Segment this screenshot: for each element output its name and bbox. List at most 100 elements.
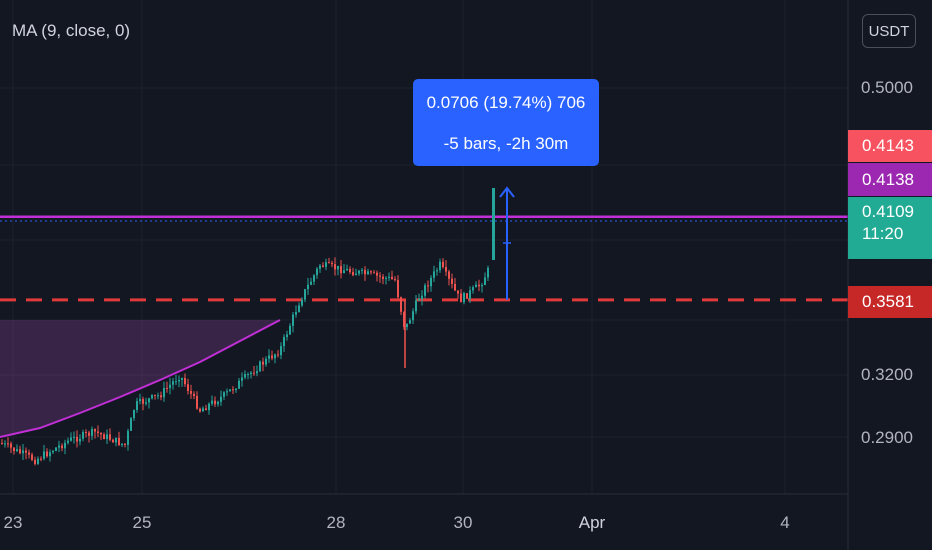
candle [172,381,174,385]
candle [43,451,45,459]
candle [259,361,261,372]
candle [454,283,456,291]
candle [352,272,354,276]
indicator-legend[interactable]: MA (9, close, 0) [12,21,131,40]
purple-shaded-zone [0,320,280,437]
candle [244,374,246,378]
candle [220,396,222,402]
candle [10,443,12,448]
candle [340,265,342,274]
candle [385,277,387,279]
candle [175,381,177,383]
candle [112,439,114,443]
candle [343,270,345,274]
price-tag-value: 0.4109 [862,202,914,221]
candle [229,389,231,392]
candle [184,378,186,385]
x-tick-label: 23 [3,513,23,532]
candle [328,262,330,264]
candle [7,443,9,445]
candle [124,443,126,445]
price-tag-value: 0.4143 [862,136,914,155]
candle [67,440,69,443]
candle [379,275,381,277]
candle [430,277,432,287]
candle [421,295,423,299]
price-tag-ma: 0.4138 [848,163,932,196]
candle [460,293,462,303]
price-tag-high: 0.4143 [848,130,932,162]
candle [49,452,51,457]
candle [472,287,474,291]
candle [487,267,489,278]
candle [412,311,414,321]
candle [232,389,234,391]
price-tag-last: 0.4109 11:20 [848,197,932,259]
candle [139,399,141,402]
candle [280,346,282,356]
candle [325,262,327,267]
candle [97,431,99,433]
candle [133,409,135,419]
candle [109,434,111,440]
chart-grid [0,0,848,494]
candle [79,438,81,442]
candle [349,268,351,273]
candle [364,269,366,275]
candle [346,268,348,271]
candle [226,391,228,393]
y-tick-label: 0.3200 [861,365,913,384]
y-tick-label: 0.5000 [861,78,913,97]
candle [250,372,252,375]
candle [484,277,486,286]
candle [286,334,288,337]
candle [136,401,138,410]
candle [199,408,201,412]
candle [319,265,321,269]
candle [373,272,375,274]
candle [127,430,129,445]
candle [442,261,444,267]
measure-bars-text: -5 bars, -2h 30m [443,134,569,153]
candle [217,401,219,405]
candle [103,434,105,440]
candle [355,273,357,276]
moving-average-line [0,319,281,438]
candle [211,400,213,404]
candle [388,276,390,278]
candle [52,450,54,453]
x-tick-label: 4 [780,513,790,532]
candle [301,299,303,306]
candle [193,393,195,396]
candle [298,305,300,313]
candle [265,358,267,365]
candle [292,314,294,326]
x-tick-label: 25 [132,513,152,532]
candle [130,418,132,431]
x-tick-label: 30 [453,513,473,532]
candle [334,264,336,270]
candle [478,284,480,287]
candle [178,379,180,382]
candle [469,290,471,299]
candle [451,278,453,284]
candle [25,450,27,453]
candle [253,372,255,374]
currency-button[interactable]: USDT [862,14,916,48]
candle [322,265,324,267]
candle [256,371,258,374]
candle [1,443,3,444]
candle [283,336,285,347]
candle [475,284,477,288]
candle [115,437,117,443]
candle [448,271,450,279]
price-tag-countdown: 11:20 [862,224,904,244]
candle [19,449,21,454]
candle [424,285,426,296]
candle [157,395,159,397]
candle [31,454,33,460]
candle [367,271,369,275]
candle [118,437,120,446]
candle [181,378,183,380]
